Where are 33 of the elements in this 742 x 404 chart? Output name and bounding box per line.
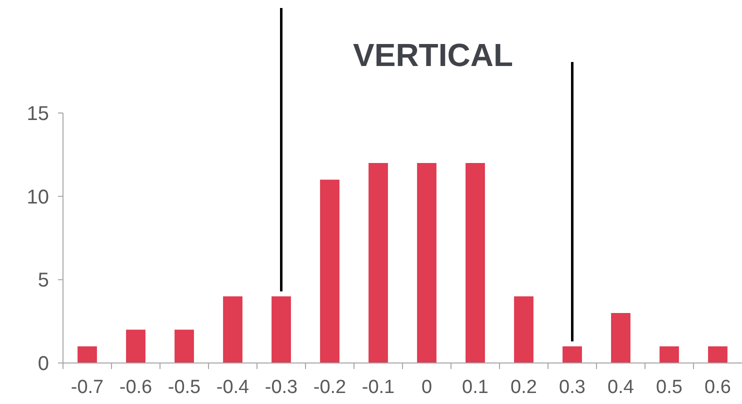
x-tick-label: -0.7 bbox=[70, 377, 104, 398]
y-tick-label: 15 bbox=[26, 103, 49, 125]
x-tick-label: 0.2 bbox=[510, 377, 537, 398]
x-tick-label: -0.5 bbox=[168, 377, 201, 398]
bar bbox=[417, 163, 436, 363]
y-tick-label: 0 bbox=[38, 353, 49, 375]
bar bbox=[514, 296, 534, 363]
x-tick-label: 0.6 bbox=[704, 377, 731, 398]
bar bbox=[126, 330, 146, 363]
x-tick-label: 0.3 bbox=[559, 377, 586, 398]
bar bbox=[174, 330, 194, 363]
bar bbox=[708, 346, 728, 363]
bar bbox=[660, 346, 679, 363]
bar bbox=[223, 296, 242, 363]
x-tick-label: -0.4 bbox=[216, 377, 250, 398]
bar bbox=[562, 346, 582, 363]
x-tick-label: 0.1 bbox=[462, 377, 488, 398]
x-tick-label: -0.3 bbox=[264, 377, 298, 398]
chart-title: VERTICAL bbox=[353, 37, 513, 73]
x-tick-label: 0.5 bbox=[656, 377, 682, 398]
x-tick-label: -0.6 bbox=[119, 377, 152, 398]
bar bbox=[611, 313, 630, 363]
bar bbox=[78, 346, 97, 363]
y-tick-label: 10 bbox=[26, 186, 49, 208]
x-tick-label: 0 bbox=[421, 377, 432, 398]
x-tick-label: -0.1 bbox=[362, 377, 395, 398]
bar bbox=[320, 180, 340, 363]
bar bbox=[466, 163, 485, 363]
bar bbox=[368, 163, 388, 363]
x-tick-label: 0.4 bbox=[608, 377, 634, 398]
y-tick-label: 5 bbox=[38, 270, 49, 292]
bar bbox=[272, 296, 291, 363]
x-tick-label: -0.2 bbox=[313, 377, 346, 398]
